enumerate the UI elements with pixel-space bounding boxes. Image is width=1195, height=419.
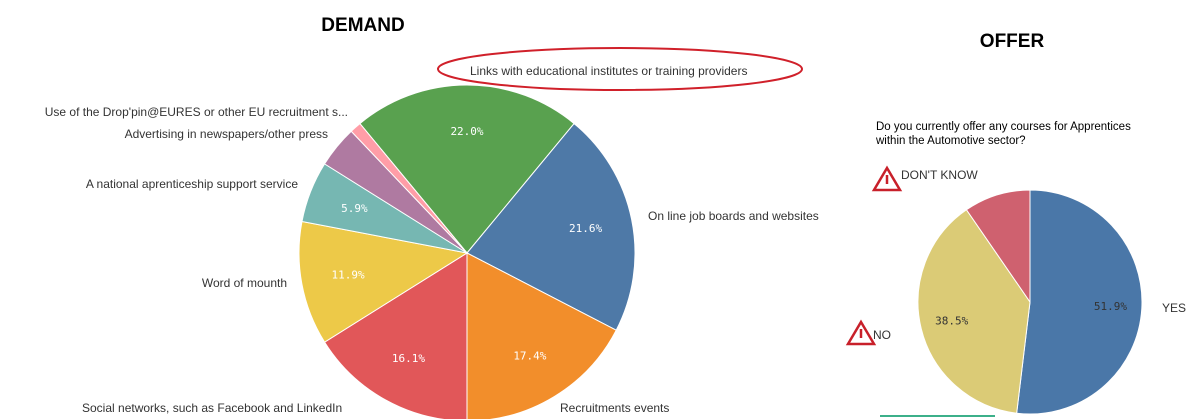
chart-subtitle: Do you currently offer any courses for A…	[876, 121, 1131, 147]
pie-slice	[466, 252, 617, 419]
value-label: 51.9%	[1094, 300, 1127, 313]
category-label: Use of the Drop'pin@EURES or other EU re…	[45, 105, 348, 119]
warning-icon	[871, 165, 903, 192]
category-label: On line job boards and websites	[648, 209, 819, 223]
subtitle-box: Do you currently offer any courses for A…	[876, 121, 1131, 147]
pie-slice	[917, 209, 1031, 414]
category-label: YES	[1162, 301, 1186, 315]
value-label: 5.9%	[341, 202, 368, 215]
pie-slice	[1016, 189, 1143, 415]
value-label: 16.1%	[392, 352, 425, 365]
value-label: 17.4%	[513, 349, 546, 362]
pie-slice	[359, 84, 575, 254]
pie-slice	[298, 220, 469, 343]
category-label: Word of mounth	[202, 276, 287, 290]
warning-icon	[845, 319, 877, 346]
category-label: Links with educational institutes or tra…	[470, 64, 747, 78]
category-label: DON'T KNOW	[901, 168, 978, 182]
value-label: 22.0%	[450, 125, 483, 138]
category-label: NO	[873, 328, 891, 342]
value-label: 38.5%	[935, 314, 968, 327]
category-label: A national aprenticeship support service	[86, 177, 298, 191]
value-label: 11.9%	[332, 268, 365, 281]
chart-title: DEMAND	[321, 15, 404, 36]
chart-title: OFFER	[980, 31, 1045, 52]
value-label: 21.6%	[569, 222, 602, 235]
category-label: Recruitments events	[560, 401, 669, 415]
pie-slice	[350, 122, 468, 254]
highlight-ellipse	[437, 47, 803, 91]
pie-slice	[466, 122, 636, 331]
category-label: Social networks, such as Facebook and Li…	[82, 401, 342, 415]
pie-slice	[323, 252, 468, 419]
pie-slice	[965, 189, 1031, 304]
category-label: Advertising in newspapers/other press	[125, 127, 328, 141]
